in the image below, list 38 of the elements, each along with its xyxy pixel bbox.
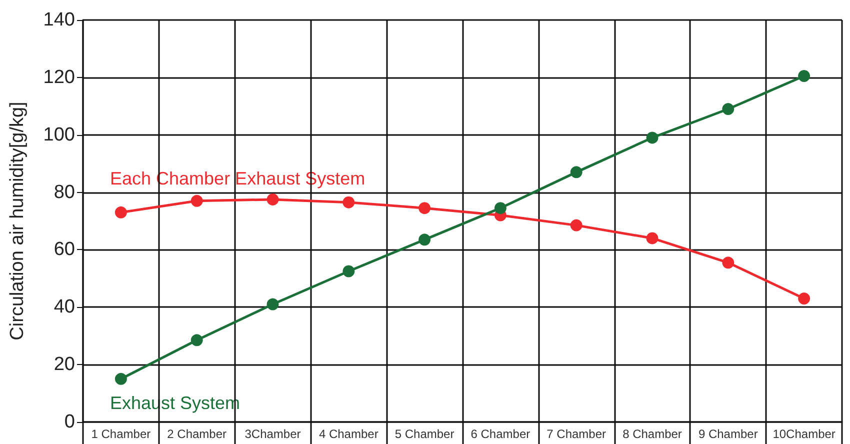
point [798, 292, 810, 305]
point [646, 132, 658, 144]
y-tick-label: 40 [54, 296, 75, 318]
point [266, 193, 279, 206]
y-tick-label: 20 [54, 354, 75, 376]
y-tick-label: 0 [64, 412, 75, 432]
point [646, 232, 658, 244]
point [190, 194, 203, 207]
x-tick-label: 1 Chamber [91, 427, 151, 441]
x-tick-label: 8 Chamber [622, 427, 682, 441]
point [418, 202, 431, 214]
point [342, 265, 355, 278]
x-tick-label: 4 Chamber [318, 427, 378, 441]
y-tick-label: 100 [43, 124, 75, 146]
x-tick-label: 2 Chamber [167, 427, 227, 441]
point [114, 372, 127, 385]
x-tick-label: 3Chamber [244, 427, 301, 441]
x-tick-label: 7 Chamber [546, 427, 606, 441]
point [722, 103, 734, 116]
y-tick-label: 80 [54, 182, 75, 203]
x-tick-label: 5 Chamber [394, 427, 454, 441]
point [418, 234, 431, 246]
y-axis-title: Circulation air humidity[g/kg] [7, 102, 28, 340]
point [798, 70, 810, 82]
point [722, 256, 734, 269]
x-tick-label: 10Chamber [772, 427, 836, 441]
point [266, 298, 279, 310]
point [494, 202, 506, 214]
point [570, 219, 582, 232]
point [342, 196, 355, 208]
point [570, 166, 582, 178]
y-tick-label: 60 [54, 239, 75, 260]
x-tick-label: 9 Chamber [698, 427, 758, 441]
y-tick-label: 120 [43, 66, 75, 88]
point [190, 334, 203, 346]
point [114, 206, 127, 218]
x-tick-label: 6 Chamber [470, 427, 530, 441]
y-tick-label: 140 [43, 10, 75, 30]
